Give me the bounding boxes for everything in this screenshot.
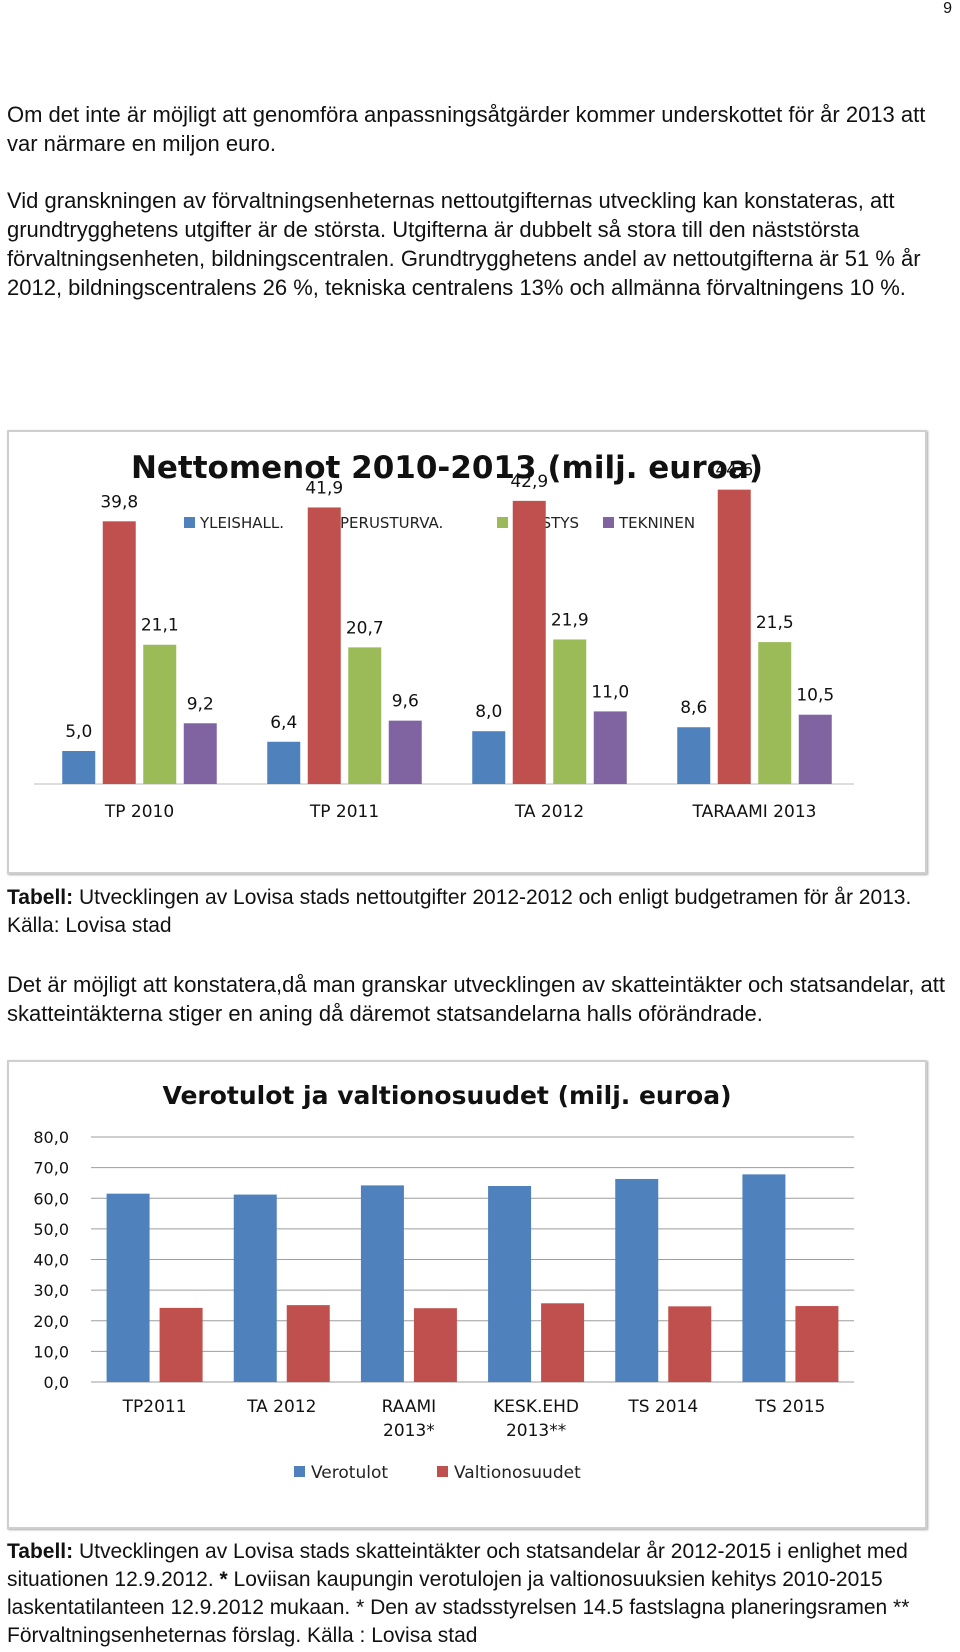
data-label: 9,2 xyxy=(187,694,214,714)
bar xyxy=(798,714,832,784)
bar xyxy=(307,507,341,784)
y-tick-label: 50,0 xyxy=(33,1220,69,1239)
data-label: 42,9 xyxy=(510,472,548,492)
bar xyxy=(742,1174,786,1382)
legend-swatch xyxy=(294,1466,305,1477)
y-tick-label: 20,0 xyxy=(33,1312,69,1331)
bar xyxy=(758,642,792,784)
bar xyxy=(62,751,96,784)
bar xyxy=(183,723,217,784)
y-tick-label: 40,0 xyxy=(33,1251,69,1270)
x-tick-label: TS 2015 xyxy=(754,1397,825,1417)
bar xyxy=(512,500,546,784)
x-tick-label: TARAAMI 2013 xyxy=(692,802,817,822)
bar xyxy=(106,1193,150,1382)
data-label: 44,6 xyxy=(715,461,753,481)
paragraph-net-expenses: Vid granskningen av förvaltningsenhetern… xyxy=(7,188,921,300)
y-tick-label: 80,0 xyxy=(33,1128,69,1147)
legend-swatch xyxy=(184,517,195,528)
legend-label: Valtionosuudet xyxy=(454,1463,581,1483)
caption-label: Tabell: xyxy=(7,1540,74,1563)
x-tick-label: TP 2011 xyxy=(309,802,379,822)
legend-label: YLEISHALL. xyxy=(199,514,284,532)
bar xyxy=(593,711,627,784)
legend-swatch xyxy=(603,517,614,528)
caption-label: Tabell: xyxy=(7,886,74,909)
data-label: 21,5 xyxy=(756,613,794,633)
data-label: 20,7 xyxy=(346,618,384,638)
bar xyxy=(615,1178,659,1382)
data-label: 39,8 xyxy=(100,492,138,512)
y-tick-label: 0,0 xyxy=(44,1373,69,1392)
caption-tax-revenue: Tabell: Utvecklingen av Lovisa stads ska… xyxy=(7,1538,955,1650)
caption-net-expenses: Tabell: Utvecklingen av Lovisa stads net… xyxy=(7,884,955,940)
bar xyxy=(472,731,506,784)
x-tick-label: 2013* xyxy=(383,1421,435,1441)
caption-text: Utvecklingen av Lovisa stads skatteintäk… xyxy=(7,1540,908,1591)
bar xyxy=(668,1306,712,1382)
legend-label: TEKNINEN xyxy=(618,514,695,532)
chart-tax-revenue: Verotulot ja valtionosuudet (milj. euroa… xyxy=(7,1060,927,1529)
page-number: 9 xyxy=(943,0,952,17)
data-label: 41,9 xyxy=(305,478,343,498)
bar xyxy=(541,1303,585,1382)
bar xyxy=(360,1185,404,1382)
bar xyxy=(286,1305,330,1382)
bar xyxy=(553,639,587,784)
bar xyxy=(233,1194,277,1382)
y-tick-label: 70,0 xyxy=(33,1159,69,1178)
x-tick-label: TA 2012 xyxy=(514,802,584,822)
data-label: 21,9 xyxy=(551,610,589,630)
chart-tax-revenue-svg: Verotulot ja valtionosuudet (milj. euroa… xyxy=(33,1081,854,1483)
data-label: 9,6 xyxy=(392,692,419,712)
bar xyxy=(143,644,177,784)
data-label: 21,1 xyxy=(141,616,179,636)
bar xyxy=(677,727,711,784)
bar xyxy=(267,741,301,784)
bar xyxy=(717,489,751,784)
caption-star: * xyxy=(219,1568,228,1591)
paragraph-deficit: Om det inte är möjligt att genomföra anp… xyxy=(7,102,926,156)
legend-label: PERUSTURVA. xyxy=(340,514,443,532)
chart-net-expenses: Nettomenot 2010-2013 (milj. euroa) YLEISH… xyxy=(7,430,927,874)
x-tick-label: TS 2014 xyxy=(627,1397,698,1417)
bar xyxy=(159,1307,203,1382)
data-label: 11,0 xyxy=(591,682,629,702)
x-tick-label: TA 2012 xyxy=(246,1397,316,1417)
chart-title: Verotulot ja valtionosuudet (milj. euroa… xyxy=(162,1081,731,1110)
chart-title: Nettomenot 2010-2013 (milj. euroa) xyxy=(131,450,763,486)
data-label: 8,0 xyxy=(475,702,502,722)
caption-text-2: Loviisan kaupungin verotulojen ja valtio… xyxy=(7,1568,910,1647)
bar xyxy=(795,1306,839,1382)
data-label: 10,5 xyxy=(796,686,834,706)
bar xyxy=(413,1308,457,1382)
bar xyxy=(102,521,136,784)
chart-net-expenses-svg: Nettomenot 2010-2013 (milj. euroa) YLEISH… xyxy=(34,450,854,822)
paragraph-tax-revenue: Det är möjligt att konstatera,då man gra… xyxy=(7,972,945,1026)
legend-swatch xyxy=(437,1466,448,1477)
data-label: 6,4 xyxy=(270,713,297,733)
x-tick-label: RAAMI xyxy=(382,1397,437,1417)
data-label: 8,6 xyxy=(680,698,707,718)
x-tick-label: KESK.EHD xyxy=(493,1397,579,1417)
caption-text: Utvecklingen av Lovisa stads nettoutgift… xyxy=(7,886,912,937)
x-tick-label: 2013** xyxy=(506,1421,566,1441)
data-label: 5,0 xyxy=(65,722,92,742)
legend-label: Verotulot xyxy=(311,1463,388,1483)
bar xyxy=(388,720,422,784)
x-tick-label: TP2011 xyxy=(122,1397,187,1417)
y-tick-label: 30,0 xyxy=(33,1281,69,1300)
legend-swatch xyxy=(497,517,508,528)
y-tick-label: 60,0 xyxy=(33,1189,69,1208)
x-tick-label: TP 2010 xyxy=(104,802,174,822)
bar xyxy=(488,1186,532,1382)
y-tick-label: 10,0 xyxy=(33,1342,69,1361)
bar xyxy=(348,647,382,784)
